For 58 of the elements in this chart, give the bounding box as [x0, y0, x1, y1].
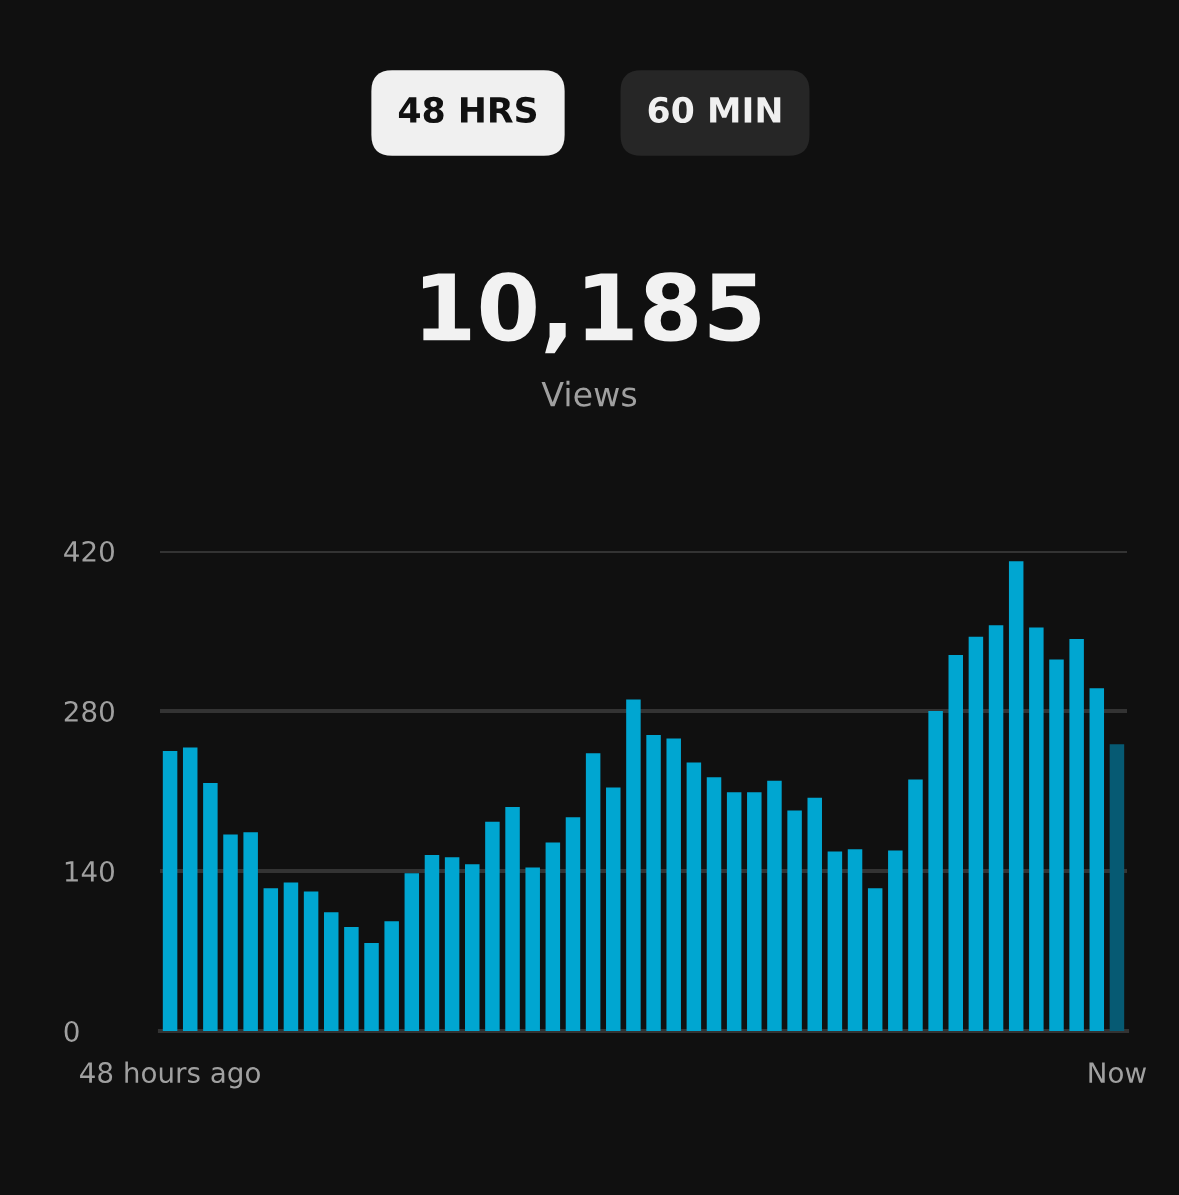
bar	[565, 817, 581, 1031]
bar	[726, 792, 742, 1031]
bar	[263, 888, 279, 1031]
bar	[988, 625, 1004, 1031]
bar	[867, 888, 883, 1031]
bar	[767, 780, 782, 1031]
bar	[606, 787, 621, 1031]
bar	[303, 891, 319, 1031]
bar	[323, 912, 339, 1031]
text: 60 MIN	[648, 96, 781, 124]
chart-title: 10,185	[422, 272, 760, 354]
y-tick-label: 280	[64, 700, 114, 722]
bar	[747, 792, 762, 1031]
bar	[1089, 688, 1105, 1031]
bar	[585, 753, 601, 1031]
bar	[928, 711, 943, 1031]
y-tick-label: 420	[64, 540, 114, 562]
bar	[485, 821, 500, 1031]
bar	[283, 882, 299, 1031]
chart-subtitle: Views	[541, 380, 637, 407]
bar	[626, 699, 641, 1031]
bar	[948, 655, 964, 1031]
bar	[162, 751, 178, 1031]
x-tick-label: 48 hours ago	[80, 1061, 260, 1089]
bar	[1069, 639, 1084, 1031]
bar	[223, 834, 238, 1031]
y-tick-label: 0	[64, 1020, 79, 1042]
bar	[646, 735, 661, 1031]
bar	[908, 779, 923, 1031]
bar	[1109, 744, 1125, 1031]
bar	[505, 807, 520, 1031]
bar	[787, 810, 802, 1031]
bar	[344, 927, 359, 1031]
bar	[888, 850, 903, 1031]
bar	[364, 943, 379, 1031]
bar	[1008, 561, 1024, 1031]
bar	[1049, 659, 1064, 1031]
bar	[686, 762, 702, 1031]
x-tick-label: Now	[1089, 1062, 1147, 1084]
bar	[465, 864, 480, 1031]
bar	[666, 738, 681, 1031]
bar	[243, 832, 258, 1031]
bar	[1029, 627, 1044, 1031]
bar	[203, 783, 218, 1031]
bar	[545, 842, 561, 1031]
bar	[827, 851, 843, 1031]
bar	[968, 636, 984, 1031]
bar	[182, 747, 198, 1031]
bar	[384, 921, 399, 1031]
bar	[847, 849, 863, 1031]
bar	[424, 855, 440, 1031]
bar	[706, 777, 722, 1031]
bar	[807, 797, 822, 1031]
bar	[525, 867, 540, 1031]
y-tick-label: 140	[65, 860, 114, 882]
bar	[444, 857, 460, 1031]
bar	[404, 873, 420, 1031]
text: 48 HRS	[398, 96, 537, 124]
